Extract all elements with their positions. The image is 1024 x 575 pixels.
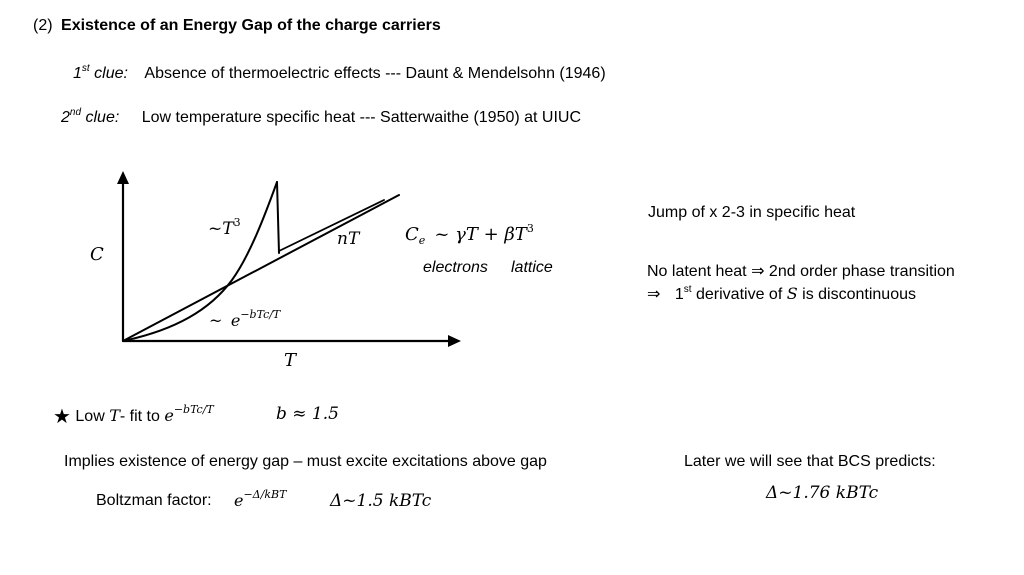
lattice-label: lattice [511, 259, 553, 276]
derivative-var: S [786, 284, 798, 303]
derivative-text-1: derivative of [696, 286, 783, 303]
x-axis-label: T [284, 350, 297, 371]
superconducting-curve [122, 181, 278, 342]
implies-energy-gap: Implies existence of energy gap – must e… [64, 453, 547, 470]
section-number: (2) [33, 17, 53, 34]
linear-label: nT [337, 229, 360, 249]
boltzmann-label: Boltzman factor: [96, 492, 212, 509]
exponential-label-prefix: ~ [209, 311, 223, 330]
clue-2-text: Low temperature specific heat --- Satter… [141, 109, 582, 126]
clue-2-suffix: nd [69, 107, 82, 118]
fit-var-t: T [109, 406, 120, 425]
derivative-text-2: is discontinuous [802, 286, 916, 303]
fit-exp-exp: −bTc/T [173, 403, 214, 416]
derivative-suffix: st [683, 284, 692, 295]
normal-state-line-upper [278, 199, 385, 252]
exponential-label: ~ e−bTc/T [209, 308, 280, 331]
clue-2-ordinal: 2 [61, 109, 70, 126]
clue-1-word: clue: [94, 65, 128, 82]
exponential-label-base: e [230, 311, 241, 330]
derivative-note: ⇒ 1st derivative of S is discontinuous [647, 284, 916, 304]
clue-1-suffix: st [81, 63, 90, 74]
section-title: Existence of an Energy Gap of the charge… [61, 17, 441, 34]
boltzmann-exp-base: e [234, 491, 244, 510]
x-axis-arrowhead [448, 335, 461, 347]
cubic-label: ~T3 [208, 216, 241, 239]
fit-line: ★ Low T- fit to e−bTc/T [53, 403, 214, 429]
formula-lhs: C [405, 224, 419, 245]
electrons-label: electrons [423, 259, 488, 276]
clue-1-ordinal: 1 [73, 65, 82, 82]
formula-rhs: ~ γT + βT [434, 224, 527, 245]
cubic-label-prefix: ~ [208, 219, 223, 239]
bcs-note: Later we will see that BCS predicts: [684, 453, 936, 470]
clue-1: 1st clue: Absence of thermoelectric effe… [73, 63, 606, 83]
b-result: b ≈ 1.5 [276, 404, 339, 424]
derivative-ordinal: 1 [674, 286, 684, 303]
star-icon: ★ [53, 406, 71, 428]
boltzmann-exp-exp: −Δ/kBT [243, 488, 287, 501]
boltzmann-factor: e−Δ/kBT [234, 488, 286, 511]
normal-state-line [122, 194, 400, 342]
fit-exp-base: e [164, 406, 174, 425]
jump-note: Jump of x 2-3 in specific heat [648, 204, 856, 221]
fit-text-2: - fit to [119, 408, 160, 425]
latent-heat-note: No latent heat ⇒ 2nd order phase transit… [647, 263, 955, 280]
y-axis-label: C [90, 244, 104, 265]
implies-arrow-icon: ⇒ [647, 286, 661, 303]
measured-gap: Δ~1.5 kBTc [330, 491, 432, 511]
formula-rhs-exp: 3 [526, 222, 534, 235]
bcs-gap: Δ~1.76 kBTc [766, 483, 879, 503]
cubic-label-exp: 3 [233, 216, 241, 229]
clue-2-word: clue: [85, 109, 120, 126]
specific-heat-formula: Ce ~ γT + βT3 [405, 222, 534, 247]
clue-2: 2nd clue: Low temperature specific heat … [61, 107, 581, 127]
cubic-label-var: T [222, 219, 234, 239]
section-heading: (2) Existence of an Energy Gap of the ch… [33, 17, 441, 35]
formula-lhs-sub: e [418, 234, 426, 247]
y-axis-arrowhead [117, 171, 129, 184]
exponential-label-exp: −bTc/T [240, 308, 281, 321]
clue-1-text: Absence of thermoelectric effects --- Da… [144, 65, 606, 82]
fit-text-1: Low [75, 408, 105, 425]
tc-jump-line [276, 181, 280, 254]
